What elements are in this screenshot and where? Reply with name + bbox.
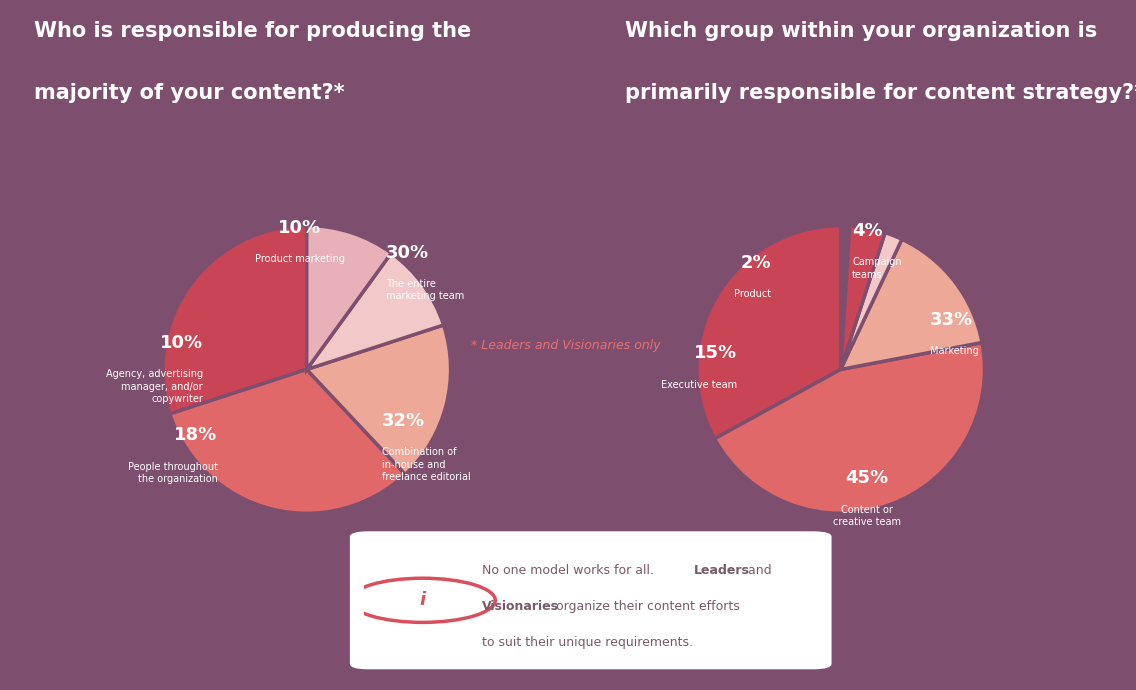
Wedge shape xyxy=(841,239,982,369)
Text: 32%: 32% xyxy=(382,412,425,430)
Wedge shape xyxy=(696,226,841,439)
Text: 4%: 4% xyxy=(852,222,883,240)
Text: Product: Product xyxy=(735,289,771,299)
Text: 33%: 33% xyxy=(930,311,972,329)
Text: The entire
marketing team: The entire marketing team xyxy=(386,279,465,302)
Wedge shape xyxy=(162,226,307,414)
Wedge shape xyxy=(841,226,850,369)
Text: Marketing: Marketing xyxy=(930,346,978,357)
Text: Who is responsible for producing the: Who is responsible for producing the xyxy=(34,21,471,41)
Text: * Leaders and Visionaries only: * Leaders and Visionaries only xyxy=(471,339,661,351)
Text: 18%: 18% xyxy=(174,426,217,444)
Wedge shape xyxy=(841,233,902,369)
Text: Which group within your organization is: Which group within your organization is xyxy=(625,21,1097,41)
Text: 15%: 15% xyxy=(694,344,737,362)
Text: Agency, advertising
manager, and/or
copywriter: Agency, advertising manager, and/or copy… xyxy=(106,369,203,404)
Text: 30%: 30% xyxy=(386,244,429,262)
Wedge shape xyxy=(307,325,451,474)
Text: Campaign
teams: Campaign teams xyxy=(852,257,902,279)
Text: primarily responsible for content strategy?*: primarily responsible for content strate… xyxy=(625,83,1136,103)
Text: 10%: 10% xyxy=(278,219,321,237)
Text: and: and xyxy=(744,564,771,578)
Text: Visionaries: Visionaries xyxy=(482,600,559,613)
Text: Product marketing: Product marketing xyxy=(254,255,344,264)
Text: 10%: 10% xyxy=(160,334,203,352)
Text: Content or
creative team: Content or creative team xyxy=(833,504,901,527)
FancyBboxPatch shape xyxy=(350,531,832,669)
Text: to suit their unique requirements.: to suit their unique requirements. xyxy=(482,636,693,649)
Wedge shape xyxy=(307,226,391,369)
Wedge shape xyxy=(170,369,406,513)
Text: Leaders: Leaders xyxy=(693,564,750,578)
Wedge shape xyxy=(307,253,443,369)
Text: No one model works for all.: No one model works for all. xyxy=(482,564,658,578)
Text: 45%: 45% xyxy=(845,469,888,487)
Wedge shape xyxy=(715,342,985,513)
Text: Executive team: Executive team xyxy=(661,380,737,390)
Text: People throughout
the organization: People throughout the organization xyxy=(127,462,217,484)
Text: organize their content efforts: organize their content efforts xyxy=(552,600,740,613)
Wedge shape xyxy=(841,226,885,369)
Text: Combination of
in-house and
freelance editorial: Combination of in-house and freelance ed… xyxy=(382,447,470,482)
Text: i: i xyxy=(419,591,426,609)
Text: 2%: 2% xyxy=(741,254,771,272)
Text: majority of your content?*: majority of your content?* xyxy=(34,83,344,103)
